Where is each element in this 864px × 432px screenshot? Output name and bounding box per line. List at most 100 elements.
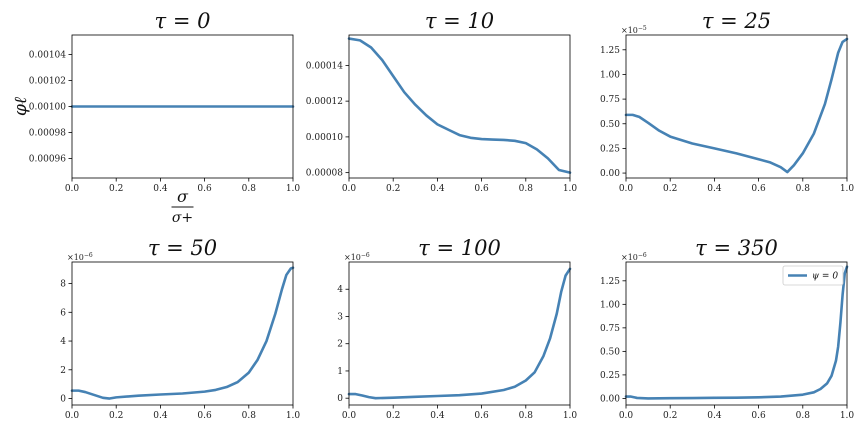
x-tick-label: 1.0 (286, 411, 301, 421)
x-tick-label: 0.4 (153, 184, 168, 194)
y-tick-label: 0.75 (600, 95, 620, 105)
y-tick-label: 0.00104 (29, 51, 66, 61)
x-tick-label: 0.6 (474, 411, 489, 421)
x-tick-label: 1.0 (286, 184, 301, 194)
offset-multiplier: ×10−6 (344, 252, 370, 262)
series-line (624, 37, 849, 174)
x-tick-label: 0.6 (197, 184, 212, 194)
x-tick-label: 0.8 (519, 184, 534, 194)
x-tick-label: 0.0 (619, 411, 634, 421)
chart-title: τ = 100 (418, 236, 501, 260)
chart-panel-1: τ = 0 0.0 0.2 0.4 0.6 0.8 1.0 0.00096 0.00098 0.0… (11, 9, 300, 226)
x-tick-label: 0.6 (474, 184, 489, 194)
x-tick-label: 0.2 (386, 184, 400, 194)
x-tick-label: 0.4 (153, 411, 168, 421)
y-tick-label: 0.00100 (29, 103, 66, 113)
multiplier-exponent: −6 (84, 252, 93, 259)
series-line (70, 266, 295, 400)
y-tick-label: 0.50 (600, 120, 620, 130)
y-tick-label: 0.00098 (29, 129, 66, 139)
series-line (624, 265, 849, 400)
y-tick-label: 0.00010 (306, 133, 343, 143)
y-tick-label: 4 (60, 337, 66, 347)
y-tick-label: 4 (337, 285, 343, 295)
chart-title: τ = 10 (425, 9, 494, 33)
x-tick-label: 1.0 (840, 184, 855, 194)
y-tick-label: 3 (337, 312, 343, 322)
y-tick-label: 6 (60, 308, 66, 318)
offset-multiplier: ×10−6 (621, 252, 647, 262)
chart-title: τ = 50 (148, 236, 217, 260)
x-tick-label: 0.4 (430, 184, 445, 194)
x-tick-label: 0.8 (242, 184, 257, 194)
x-tick-label: 0.0 (65, 184, 80, 194)
x-tick-label: 0.8 (796, 184, 811, 194)
y-tick-label: 1.25 (600, 46, 620, 56)
y-tick-label: 1.00 (600, 300, 620, 310)
chart-panel-6: τ = 350 0.0 0.2 0.4 0.6 0.8 1.0 0.00 0.25 0.50 0.7… (600, 236, 854, 421)
chart-title: τ = 350 (695, 236, 778, 260)
x-tick-label: 0.2 (109, 184, 123, 194)
x-tick-label: 0.2 (109, 411, 123, 421)
x-tick-label: 0.2 (663, 411, 677, 421)
series-line (347, 267, 572, 400)
legend: ψ = 0 (782, 265, 844, 286)
multiplier-base: ×10 (344, 253, 361, 262)
offset-multiplier: ×10−5 (621, 25, 647, 35)
x-tick-label: 0.2 (386, 411, 400, 421)
y-tick-label: 1.25 (600, 277, 620, 287)
x-tick-label: 0.8 (519, 411, 534, 421)
y-tick-label: 2 (60, 366, 66, 376)
series-line (347, 37, 572, 174)
y-tick-label: 1 (337, 367, 343, 377)
y-tick-label: 0.00 (600, 394, 620, 404)
y-tick-label: 0.00008 (306, 169, 343, 179)
multiplier-exponent: −5 (638, 25, 647, 32)
multiplier-base: ×10 (621, 26, 638, 35)
chart-panel-3: τ = 25 0.0 0.2 0.4 0.6 0.8 1.0 0.00 0.25 0.50 0.75… (600, 9, 854, 194)
chart-panel-2: τ = 10 0.0 0.2 0.4 0.6 0.8 1.0 0.00008 0.00010 0.… (306, 9, 578, 194)
y-tick-label: 0 (337, 394, 343, 404)
x-tick-label: 0.0 (342, 411, 357, 421)
x-tick-label: 1.0 (563, 184, 578, 194)
y-tick-label: 0.00014 (306, 61, 343, 71)
y-tick-label: 0.25 (600, 144, 620, 154)
x-tick-label: 0.4 (707, 411, 722, 421)
x-axis-label-denominator: σ+ (172, 210, 193, 226)
x-tick-label: 0.0 (342, 184, 357, 194)
y-tick-label: 0.75 (600, 324, 620, 334)
legend-box (782, 265, 844, 286)
y-tick-label: 0.50 (600, 347, 620, 357)
x-tick-label: 0.4 (707, 184, 722, 194)
x-tick-label: 1.0 (840, 411, 855, 421)
x-tick-label: 0.6 (197, 411, 212, 421)
x-tick-label: 0.8 (796, 411, 811, 421)
x-tick-label: 0.0 (65, 411, 80, 421)
y-tick-label: 0.00096 (29, 155, 66, 165)
x-tick-label: 0.8 (242, 411, 257, 421)
y-tick-label: 0.25 (600, 371, 620, 381)
chart-title: τ = 25 (702, 9, 771, 33)
axes-frame (625, 34, 848, 179)
y-tick-label: 0 (60, 395, 66, 405)
y-tick-label: 2 (337, 340, 343, 350)
chart-panel-4: τ = 50 0.0 0.2 0.4 0.6 0.8 1.0 0 2 4 6 8 ×10−6 (60, 236, 300, 421)
x-tick-label: 0.6 (751, 184, 766, 194)
y-tick-label: 0.00102 (29, 77, 66, 87)
axes-frame (71, 261, 294, 406)
y-tick-label: 0.00012 (306, 97, 343, 107)
chart-title: τ = 0 (155, 9, 211, 33)
y-tick-label: 0.00 (600, 169, 620, 179)
x-tick-label: 0.6 (751, 411, 766, 421)
y-axis-label: φℓ (11, 97, 31, 116)
x-tick-label: 1.0 (563, 411, 578, 421)
chart-panel-5: τ = 100 0.0 0.2 0.4 0.6 0.8 1.0 0 1 2 3 4 ×10−6 (337, 236, 577, 421)
multiplier-base: ×10 (67, 253, 84, 262)
x-tick-label: 0.4 (430, 411, 445, 421)
y-tick-label: 8 (60, 280, 66, 290)
axes-frame (348, 34, 571, 179)
multiplier-exponent: −6 (638, 252, 647, 259)
offset-multiplier: ×10−6 (67, 252, 93, 262)
axes-frame (348, 261, 571, 406)
